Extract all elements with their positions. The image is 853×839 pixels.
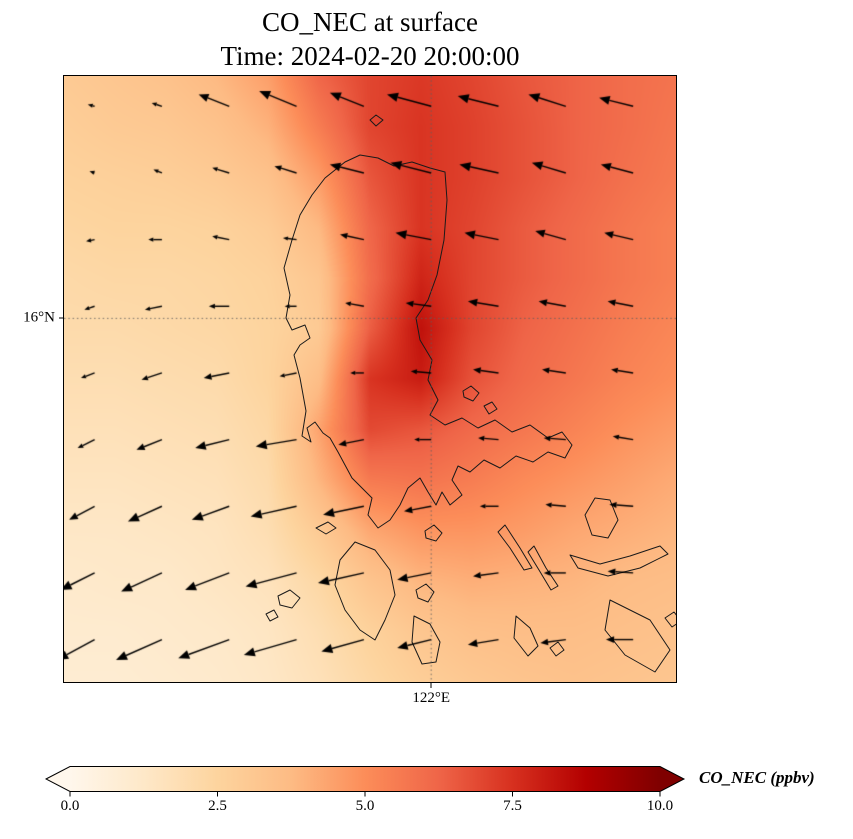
colorbar-label: CO_NEC (ppbv) [699,768,815,787]
x-axis-tick-mark [430,683,432,688]
x-axis-tick-label: 122°E [412,690,451,706]
y-axis-tick-label: 16°N [23,309,55,326]
plot-title: CO_NEC at surface [262,7,478,37]
plot-subtitle: Time: 2024-02-20 20:00:00 [220,41,520,71]
y-axis-tick-mark [59,317,64,319]
colorbar: 0.0 2.5 5.0 7.5 10.0 [45,766,686,814]
map-plot-area [63,75,677,683]
colorbar-tick-label: 10.0 [647,798,673,814]
colorbar-tick-label: 7.5 [503,798,522,814]
colorbar-gradient-bar [45,766,686,792]
quiver-layer [64,76,676,682]
colorbar-tick-label: 2.5 [208,798,227,814]
colorbar-tick-label: 0.0 [61,798,80,814]
colorbar-ticks: 0.0 2.5 5.0 7.5 10.0 [61,792,673,814]
colorbar-tick-label: 5.0 [356,798,375,814]
